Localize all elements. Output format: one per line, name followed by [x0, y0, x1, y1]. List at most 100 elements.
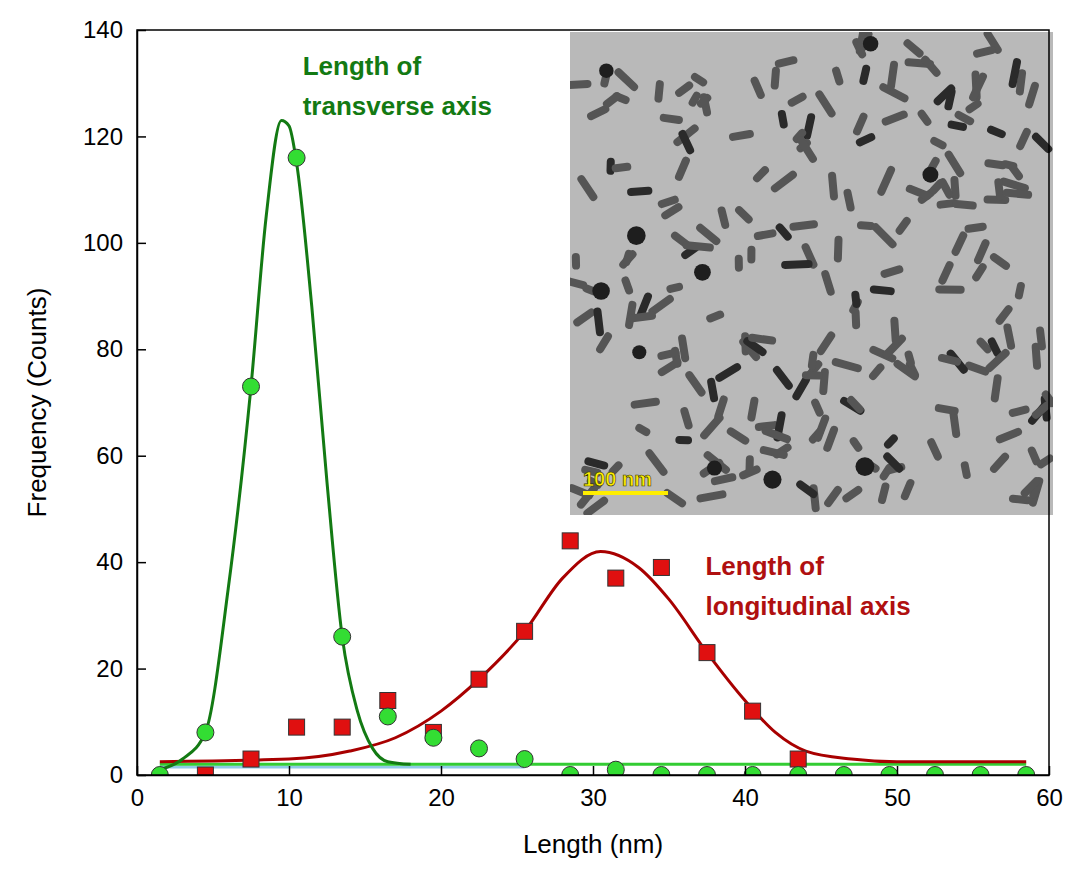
- data-point: [334, 719, 350, 735]
- inset-rod: [881, 109, 909, 126]
- data-point: [289, 719, 305, 735]
- inset-particle: [632, 345, 646, 359]
- inset-particle: [922, 167, 938, 183]
- y-tick-mark: [137, 775, 146, 777]
- data-point: [243, 751, 259, 767]
- data-point: [699, 645, 715, 661]
- y-tick: 60: [96, 442, 146, 469]
- y-tick-mark: [137, 562, 146, 564]
- x-tick-label: 20: [428, 784, 455, 811]
- inset-rod: [882, 451, 905, 474]
- inset-rod: [905, 184, 933, 201]
- y-tick: 20: [96, 655, 146, 682]
- data-point: [471, 740, 488, 757]
- inset-rod: [932, 83, 957, 107]
- inset-rod: [660, 202, 684, 221]
- inset-rod: [747, 396, 759, 422]
- inset-rod: [699, 93, 712, 118]
- inset-rod: [834, 236, 843, 263]
- y-tick-label: 120: [83, 123, 123, 150]
- x-axis: 0102030405060: [131, 766, 1063, 811]
- inset-rod: [852, 111, 869, 136]
- inset-rod: [618, 249, 639, 271]
- data-point: [517, 623, 533, 639]
- data-point: [288, 149, 305, 166]
- inset-rod: [952, 200, 977, 210]
- inset-rod: [1036, 326, 1047, 351]
- inset-rod: [1027, 445, 1042, 466]
- inset-rod: [745, 455, 754, 475]
- inset-rod: [1007, 162, 1024, 182]
- x-tick-mark: [289, 766, 291, 775]
- inset-rod: [674, 155, 691, 182]
- inset-rod: [774, 55, 798, 68]
- inset-rod: [699, 412, 726, 441]
- inset-rod: [984, 347, 1012, 373]
- inset-rod: [760, 426, 792, 444]
- data-point: [790, 767, 807, 776]
- inset-rod: [570, 80, 592, 90]
- inset-rod: [674, 80, 695, 99]
- annotation: Length of: [303, 51, 422, 81]
- y-tick: 120: [83, 123, 146, 150]
- inset-rod: [1008, 57, 1022, 88]
- inset-rod: [916, 108, 933, 127]
- inset-rod: [843, 188, 856, 212]
- plot-frame: [137, 30, 1049, 775]
- chart: 100 nm0102030405060020406080100120140Len…: [0, 0, 1077, 869]
- inset-rod: [902, 38, 925, 59]
- y-tick-mark: [137, 349, 146, 351]
- inset-rod: [973, 238, 991, 266]
- inset-rod: [1003, 323, 1016, 351]
- x-tick-label: 30: [580, 784, 607, 811]
- inset-particle: [599, 63, 613, 77]
- fit-line: [160, 763, 1026, 766]
- inset-image: 100 nm: [562, 24, 1057, 518]
- inset-rod: [994, 178, 1005, 201]
- inset-rod: [628, 311, 656, 322]
- inset-rod: [714, 362, 743, 384]
- inset-rod: [855, 132, 877, 148]
- data-point: [425, 729, 442, 746]
- inset-rod: [802, 371, 823, 380]
- inset-rod: [841, 484, 864, 504]
- inset-rod: [1009, 494, 1032, 504]
- inset-rod: [1002, 188, 1032, 199]
- inset-rod: [968, 71, 988, 102]
- x-tick-mark: [897, 766, 899, 775]
- y-tick: 80: [96, 335, 146, 362]
- inset-rod: [747, 246, 755, 264]
- inset-rod: [882, 433, 899, 450]
- data-point: [334, 628, 351, 645]
- inset-rod: [934, 404, 959, 416]
- inset-rod: [1014, 281, 1025, 300]
- inset-rod: [749, 75, 766, 100]
- inset-rod: [880, 264, 905, 278]
- inset-particle: [694, 264, 711, 281]
- inset-rod: [950, 230, 968, 257]
- inset-rod: [807, 350, 818, 370]
- inset-rod: [795, 479, 819, 500]
- inset-rod: [1024, 81, 1040, 110]
- inset-rod: [935, 285, 965, 293]
- inset-rod: [662, 487, 688, 508]
- y-tick-label: 0: [110, 761, 123, 788]
- y-tick-mark: [137, 30, 146, 32]
- inset-rod: [859, 64, 871, 86]
- y-axis-title: Frequency (Counts): [22, 288, 52, 518]
- y-axis-line: [137, 31, 139, 776]
- inset-rod: [814, 89, 837, 119]
- inset-rod: [828, 171, 839, 200]
- data-point: [243, 378, 260, 395]
- inset-rod: [937, 353, 962, 366]
- inset-rod: [994, 304, 1014, 327]
- inset-rod: [929, 136, 948, 151]
- x-tick-label: 40: [732, 784, 759, 811]
- inset-rod: [870, 222, 898, 250]
- inset-rod: [771, 364, 794, 391]
- x-tick: 50: [884, 766, 911, 811]
- inset-rod: [753, 229, 777, 241]
- inset-rod: [1015, 127, 1032, 152]
- data-point: [380, 693, 396, 709]
- x-tick: 30: [580, 766, 607, 811]
